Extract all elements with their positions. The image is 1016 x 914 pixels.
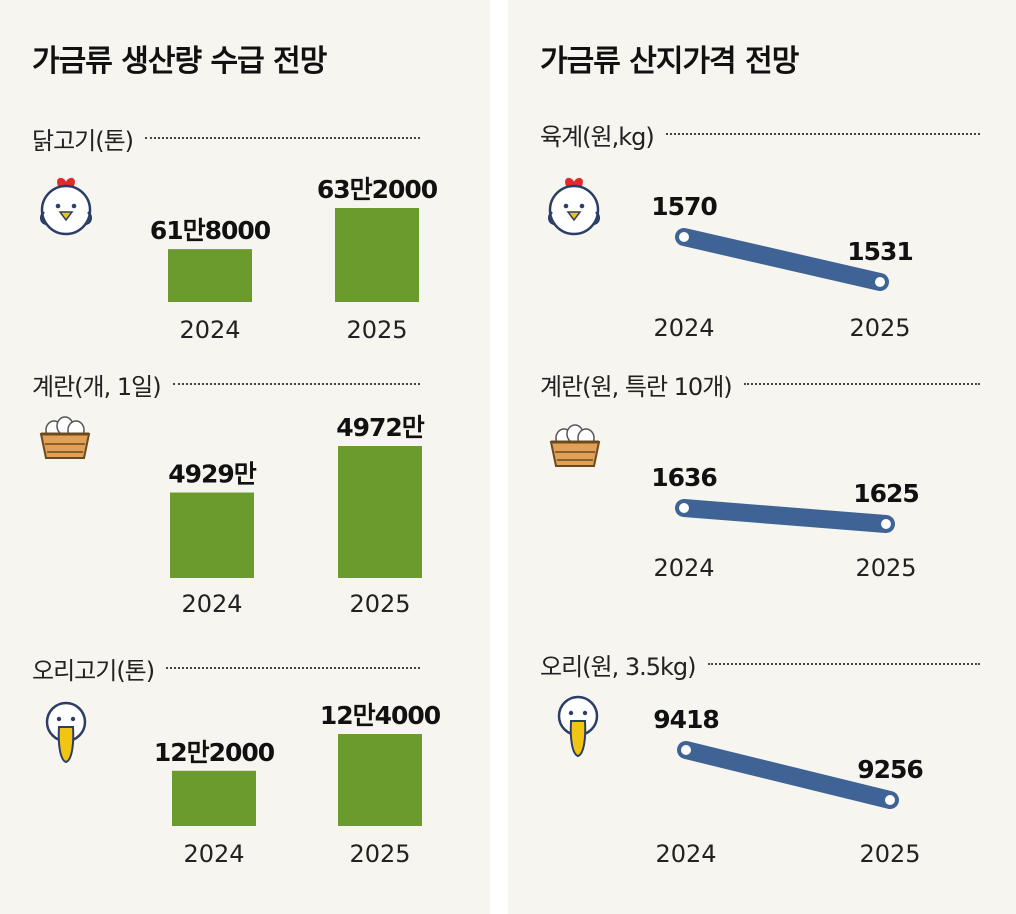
year-label-2024: 2024 — [181, 590, 242, 618]
year-label-2024: 2024 — [655, 840, 716, 868]
series-line — [675, 499, 895, 533]
year-label-2025: 2025 — [855, 554, 916, 582]
dotted-divider — [707, 663, 980, 665]
dotted-divider — [172, 383, 420, 385]
bar-value-label-2024: 61만8000 — [150, 216, 271, 245]
section-label: 닭고기(톤) — [32, 126, 134, 155]
section-header-duck-price: 오리(원, 3.5kg) — [540, 646, 980, 682]
year-label-2024: 2024 — [653, 554, 714, 582]
dotted-divider — [145, 137, 420, 139]
point-value-label-2024: 1570 — [651, 192, 717, 221]
duck-icon — [44, 700, 88, 770]
section-header-chicken-meat: 닭고기(톤) — [32, 120, 420, 156]
chicken-icon — [36, 172, 96, 242]
year-label-2025: 2025 — [349, 590, 410, 618]
bar-2024 — [172, 770, 256, 826]
point-2025 — [881, 519, 891, 529]
year-label-2025: 2025 — [346, 316, 407, 344]
point-value-label-2024: 9418 — [653, 705, 719, 734]
bar-value-label-2024: 4929만 — [168, 460, 257, 489]
point-2024 — [681, 745, 691, 755]
section-header-duck-meat: 오리고기(톤) — [32, 650, 420, 686]
year-label-2024: 2024 — [183, 840, 244, 868]
dotted-divider — [743, 383, 980, 385]
chart-duck-price: 9418 2024 9256 2025 — [653, 705, 924, 868]
chart-broiler-price: 1570 2024 1531 2025 — [651, 192, 914, 342]
year-label-2025: 2025 — [859, 840, 920, 868]
bar-2025 — [338, 734, 422, 826]
bar-2025 — [335, 208, 419, 302]
series-line — [675, 228, 889, 291]
year-label-2025: 2025 — [849, 314, 910, 342]
egg-basket-icon — [38, 410, 92, 466]
year-label-2025: 2025 — [349, 840, 410, 868]
chart-egg-price: 1636 2024 1625 2025 — [651, 463, 920, 582]
production-panel: 가금류 생산량 수급 전망 닭고기(톤) 61만8000 2024 63만2000 2… — [0, 0, 490, 914]
section-label: 오리고기(톤) — [32, 656, 155, 685]
point-value-label-2024: 1636 — [651, 463, 717, 492]
bar-value-label-2024: 12만2000 — [154, 738, 275, 767]
point-value-label-2025: 1531 — [847, 237, 913, 266]
chart-eggs: 4929만 2024 4972만 2025 — [168, 413, 426, 618]
dotted-divider — [665, 133, 980, 135]
section-header-broiler-price: 육계(원,kg) — [540, 116, 980, 152]
point-value-label-2025: 9256 — [857, 755, 923, 784]
section-header-eggs: 계란(개, 1일) — [32, 366, 420, 402]
chart-chicken-meat: 61만8000 2024 63만2000 2025 — [150, 175, 439, 344]
bar-2024 — [170, 492, 254, 578]
year-label-2024: 2024 — [653, 314, 714, 342]
section-label: 계란(원, 특란 10개) — [540, 372, 733, 401]
series-line — [677, 741, 899, 809]
bar-value-label-2025: 63만2000 — [317, 175, 438, 204]
bar-value-label-2025: 12만4000 — [320, 701, 441, 730]
point-2025 — [885, 795, 895, 805]
year-label-2024: 2024 — [179, 316, 240, 344]
price-panel: 가금류 산지가격 전망 육계(원,kg) 1570 2024 1531 2025 계란… — [508, 0, 1016, 914]
bar-2024 — [168, 249, 252, 302]
bar-value-label-2025: 4972만 — [336, 413, 425, 442]
point-value-label-2025: 1625 — [853, 479, 919, 508]
duck-icon — [556, 694, 600, 764]
section-label: 육계(원,kg) — [540, 122, 655, 151]
dotted-divider — [166, 667, 420, 669]
egg-basket-icon — [548, 418, 602, 474]
point-2024 — [679, 503, 689, 513]
point-2025 — [875, 277, 885, 287]
bar-2025 — [338, 446, 422, 578]
section-label: 계란(개, 1일) — [32, 372, 162, 401]
chart-duck-meat: 12만2000 2024 12만4000 2025 — [154, 701, 442, 868]
point-2024 — [679, 232, 689, 242]
section-header-egg-price: 계란(원, 특란 10개) — [540, 366, 980, 402]
section-label: 오리(원, 3.5kg) — [540, 652, 697, 681]
production-title: 가금류 생산량 수급 전망 — [32, 44, 327, 79]
chicken-icon — [544, 172, 604, 242]
price-title: 가금류 산지가격 전망 — [540, 44, 799, 79]
